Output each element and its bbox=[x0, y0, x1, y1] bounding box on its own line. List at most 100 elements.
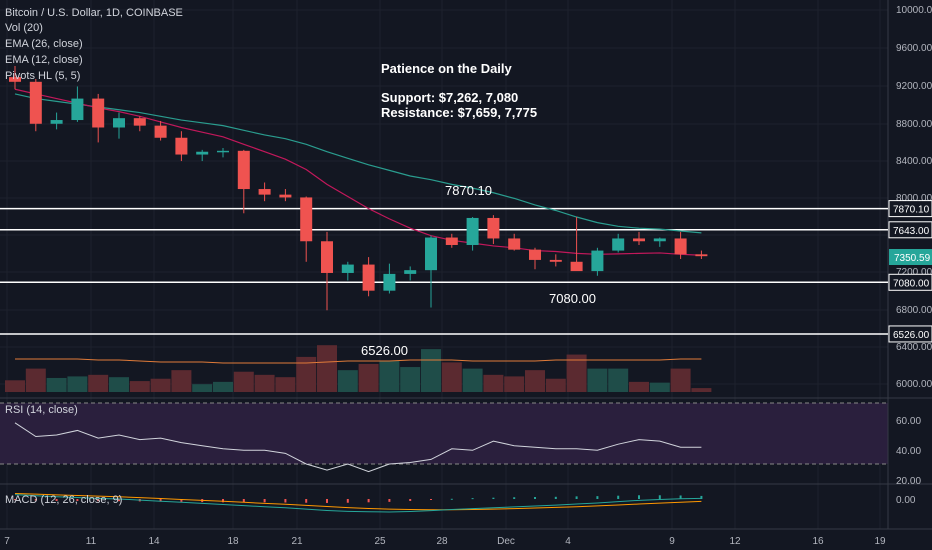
volume-bar bbox=[129, 381, 150, 392]
macd-histogram-bar bbox=[367, 499, 370, 503]
volume-bar bbox=[192, 384, 213, 392]
price-axis[interactable]: 10000.00 9600.00 9200.00 8800.00 8400.00… bbox=[896, 5, 932, 390]
candle-body bbox=[217, 150, 229, 153]
annotation-title: Patience on the Daily bbox=[381, 61, 513, 76]
candle-body bbox=[71, 98, 84, 121]
macd-histogram-bar bbox=[326, 499, 328, 503]
indicator-vol: Vol (20) bbox=[5, 22, 43, 34]
volume-bar bbox=[441, 362, 462, 392]
level-label-6526: 6526.00 bbox=[361, 343, 408, 358]
time-axis[interactable]: 7 11 14 18 21 25 28 Dec 4 9 12 16 19 bbox=[4, 536, 886, 547]
candle-body bbox=[175, 137, 188, 155]
candle-body bbox=[362, 264, 375, 291]
volume-bar bbox=[566, 354, 587, 392]
macd-histogram-bar bbox=[430, 499, 432, 500]
price-tick: 9600.00 bbox=[896, 43, 932, 54]
candle-body bbox=[300, 197, 313, 242]
candle-body bbox=[154, 125, 167, 138]
indicator-pivots: Pivots HL (5, 5) bbox=[5, 70, 80, 82]
macd-histogram-bar bbox=[118, 499, 120, 502]
volume-bar bbox=[483, 374, 504, 392]
candle-body bbox=[633, 238, 645, 242]
volume-bar bbox=[587, 368, 608, 392]
macd-histogram-bar bbox=[575, 496, 578, 499]
price-tick: 7200.00 bbox=[896, 267, 932, 278]
rsi-tick-40: 40.00 bbox=[896, 446, 921, 457]
macd-tick-0: 0.00 bbox=[896, 495, 916, 506]
volume-bar bbox=[25, 368, 46, 392]
rsi-series bbox=[14, 422, 702, 473]
macd-histogram-bar bbox=[34, 499, 37, 501]
time-label: 4 bbox=[565, 536, 571, 547]
indicator-ema12: EMA (12, close) bbox=[5, 54, 83, 66]
volume-bar bbox=[525, 370, 545, 392]
annotation-support: Support: $7,262, 7,080 bbox=[381, 90, 518, 105]
volume-bar bbox=[46, 377, 67, 392]
volume-bar bbox=[462, 368, 483, 392]
candle-body bbox=[674, 238, 687, 255]
volume-ma-line bbox=[15, 358, 702, 364]
volume-bar bbox=[213, 381, 233, 392]
macd-histogram-bar bbox=[513, 497, 516, 499]
rsi-band bbox=[0, 403, 888, 464]
time-label: 16 bbox=[812, 536, 824, 547]
price-tick: 8400.00 bbox=[896, 156, 932, 167]
time-label: 28 bbox=[436, 536, 448, 547]
volume-bar bbox=[171, 370, 192, 392]
candle-body bbox=[50, 120, 63, 124]
time-label: 25 bbox=[374, 536, 386, 547]
macd-label: MACD (12, 26, close, 9) bbox=[5, 494, 122, 506]
candle-body bbox=[570, 261, 583, 272]
price-tick: 9200.00 bbox=[896, 81, 932, 92]
candle-body bbox=[529, 249, 541, 260]
price-tick: 6400.00 bbox=[896, 342, 932, 353]
volume-bar bbox=[400, 367, 421, 392]
time-label: 19 bbox=[874, 536, 886, 547]
candle-body bbox=[196, 151, 209, 155]
macd-histogram-bar bbox=[180, 499, 183, 502]
volume-bar bbox=[254, 374, 275, 392]
candle-body bbox=[279, 194, 292, 198]
time-label: 7 bbox=[4, 536, 10, 547]
level-label-7080: 7080.00 bbox=[549, 291, 596, 306]
level-tag: 7080.00 bbox=[893, 278, 930, 289]
candle-body bbox=[237, 150, 250, 190]
candle-body bbox=[695, 254, 708, 257]
macd-histogram-bar bbox=[679, 495, 682, 499]
candle-body bbox=[258, 189, 271, 195]
candle-body bbox=[487, 217, 500, 239]
price-tick: 8000.00 bbox=[896, 193, 932, 204]
level-tag-bg bbox=[888, 221, 932, 239]
macd-histogram-bar bbox=[242, 499, 245, 503]
time-label: 11 bbox=[86, 536, 97, 547]
volume-bar bbox=[691, 388, 712, 392]
time-label: 12 bbox=[729, 536, 741, 547]
rsi-tick-20: 20.00 bbox=[896, 476, 921, 487]
macd-histogram-bar bbox=[388, 499, 391, 502]
macd-histogram-bar bbox=[263, 499, 266, 503]
candle-body bbox=[404, 270, 417, 274]
candle-body bbox=[653, 238, 666, 242]
volume-bar bbox=[608, 368, 629, 392]
volume-bar bbox=[88, 374, 109, 392]
time-label: Dec bbox=[497, 536, 515, 547]
candles bbox=[9, 65, 708, 311]
macd-histogram-bar bbox=[471, 498, 474, 500]
volume-bar bbox=[67, 376, 88, 392]
level-tag-bg bbox=[888, 325, 932, 343]
volume-bar bbox=[233, 371, 254, 392]
candle-body bbox=[612, 238, 625, 251]
volume-bar bbox=[337, 370, 358, 392]
symbol-label: Bitcoin / U.S. Dollar, 1D, COINBASE bbox=[5, 7, 183, 19]
macd-histogram-bar bbox=[534, 497, 536, 499]
ema-lines bbox=[14, 88, 702, 256]
volume-bar bbox=[109, 377, 129, 392]
candle-body bbox=[29, 81, 42, 124]
macd-histogram-bar bbox=[617, 495, 620, 499]
volume-bar bbox=[379, 360, 400, 392]
macd-histogram-bar bbox=[596, 496, 599, 499]
macd-line bbox=[14, 494, 702, 513]
volume-bar bbox=[150, 378, 171, 392]
